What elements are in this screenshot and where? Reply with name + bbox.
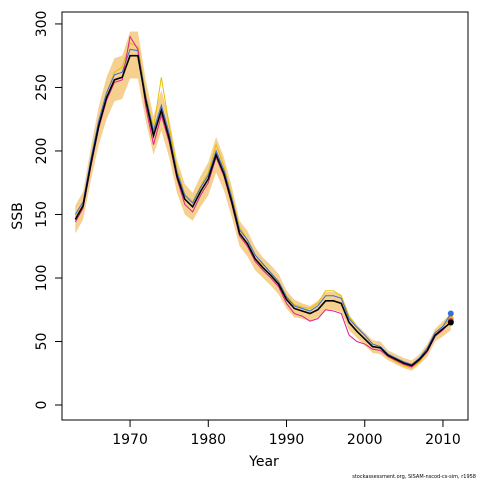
confidence-band	[75, 31, 451, 371]
series-line	[74, 54, 452, 367]
x-tick-label: 1980	[190, 432, 226, 448]
y-tick-label: 200	[34, 138, 50, 165]
y-tick-label: 0	[34, 401, 50, 410]
y-tick-label: 150	[34, 201, 50, 228]
series-line	[74, 42, 452, 369]
x-tick-label: 1970	[112, 432, 148, 448]
plot-frame	[61, 11, 469, 421]
y-tick-label: 50	[34, 333, 50, 351]
x-tick-label: 2000	[347, 432, 383, 448]
x-axis-title: Year	[248, 454, 279, 470]
series-line	[74, 35, 452, 368]
y-tick-label: 250	[34, 74, 50, 101]
end-point	[447, 310, 454, 317]
y-tick-label: 100	[34, 265, 50, 292]
y-tick-label: 300	[34, 11, 50, 38]
x-tick-label: 1990	[269, 432, 305, 448]
caption: stockassessment.org, SISAM-nscod-cs-sim,…	[352, 474, 476, 480]
y-axis-title: SSB	[10, 202, 26, 229]
x-tick-label: 2010	[425, 432, 461, 448]
series-line	[74, 48, 452, 365]
end-point	[447, 319, 454, 326]
